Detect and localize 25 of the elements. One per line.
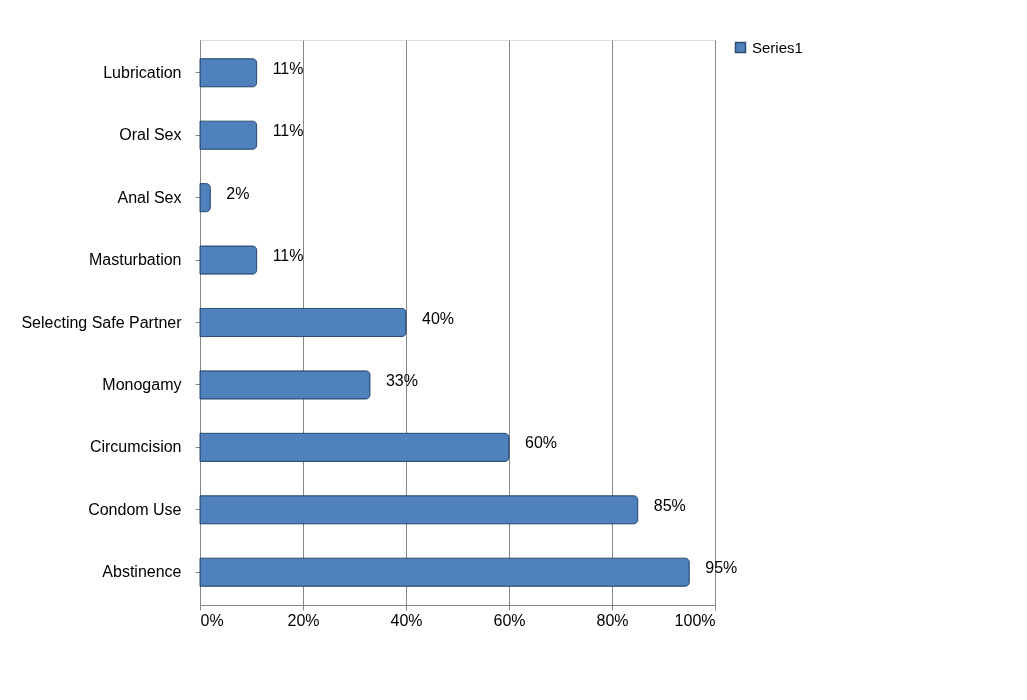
data-label: 11% bbox=[272, 247, 304, 265]
y-tick-label: Selecting Safe Partner bbox=[21, 313, 183, 331]
x-tick-label: 20% bbox=[287, 611, 320, 629]
x-tick-label: 60% bbox=[493, 611, 526, 629]
data-label: 2% bbox=[226, 184, 250, 202]
y-tick-label: Lubrication bbox=[103, 63, 182, 81]
x-tick-label: 100% bbox=[674, 611, 716, 629]
y-tick-label: Anal Sex bbox=[117, 188, 182, 206]
data-label: 40% bbox=[422, 309, 455, 327]
data-label: 11% bbox=[272, 59, 304, 77]
y-tick-label: Oral Sex bbox=[119, 126, 182, 144]
x-tick-label: 80% bbox=[596, 611, 629, 629]
x-tick-label: 40% bbox=[390, 611, 423, 629]
y-tick-label: Circumcision bbox=[89, 438, 182, 456]
y-tick-label: Condom Use bbox=[88, 500, 182, 518]
y-tick-label: Masturbation bbox=[89, 251, 182, 269]
data-label: 60% bbox=[525, 434, 558, 452]
y-tick-label: Abstinence bbox=[102, 563, 182, 581]
x-tick-label: 0% bbox=[200, 611, 224, 629]
data-label: 33% bbox=[385, 371, 418, 389]
y-tick-label: Monogamy bbox=[102, 375, 182, 393]
data-label: 95% bbox=[705, 559, 738, 577]
legend-label: Series1 bbox=[752, 38, 803, 56]
data-label: 11% bbox=[272, 122, 304, 140]
data-label: 85% bbox=[653, 496, 686, 514]
